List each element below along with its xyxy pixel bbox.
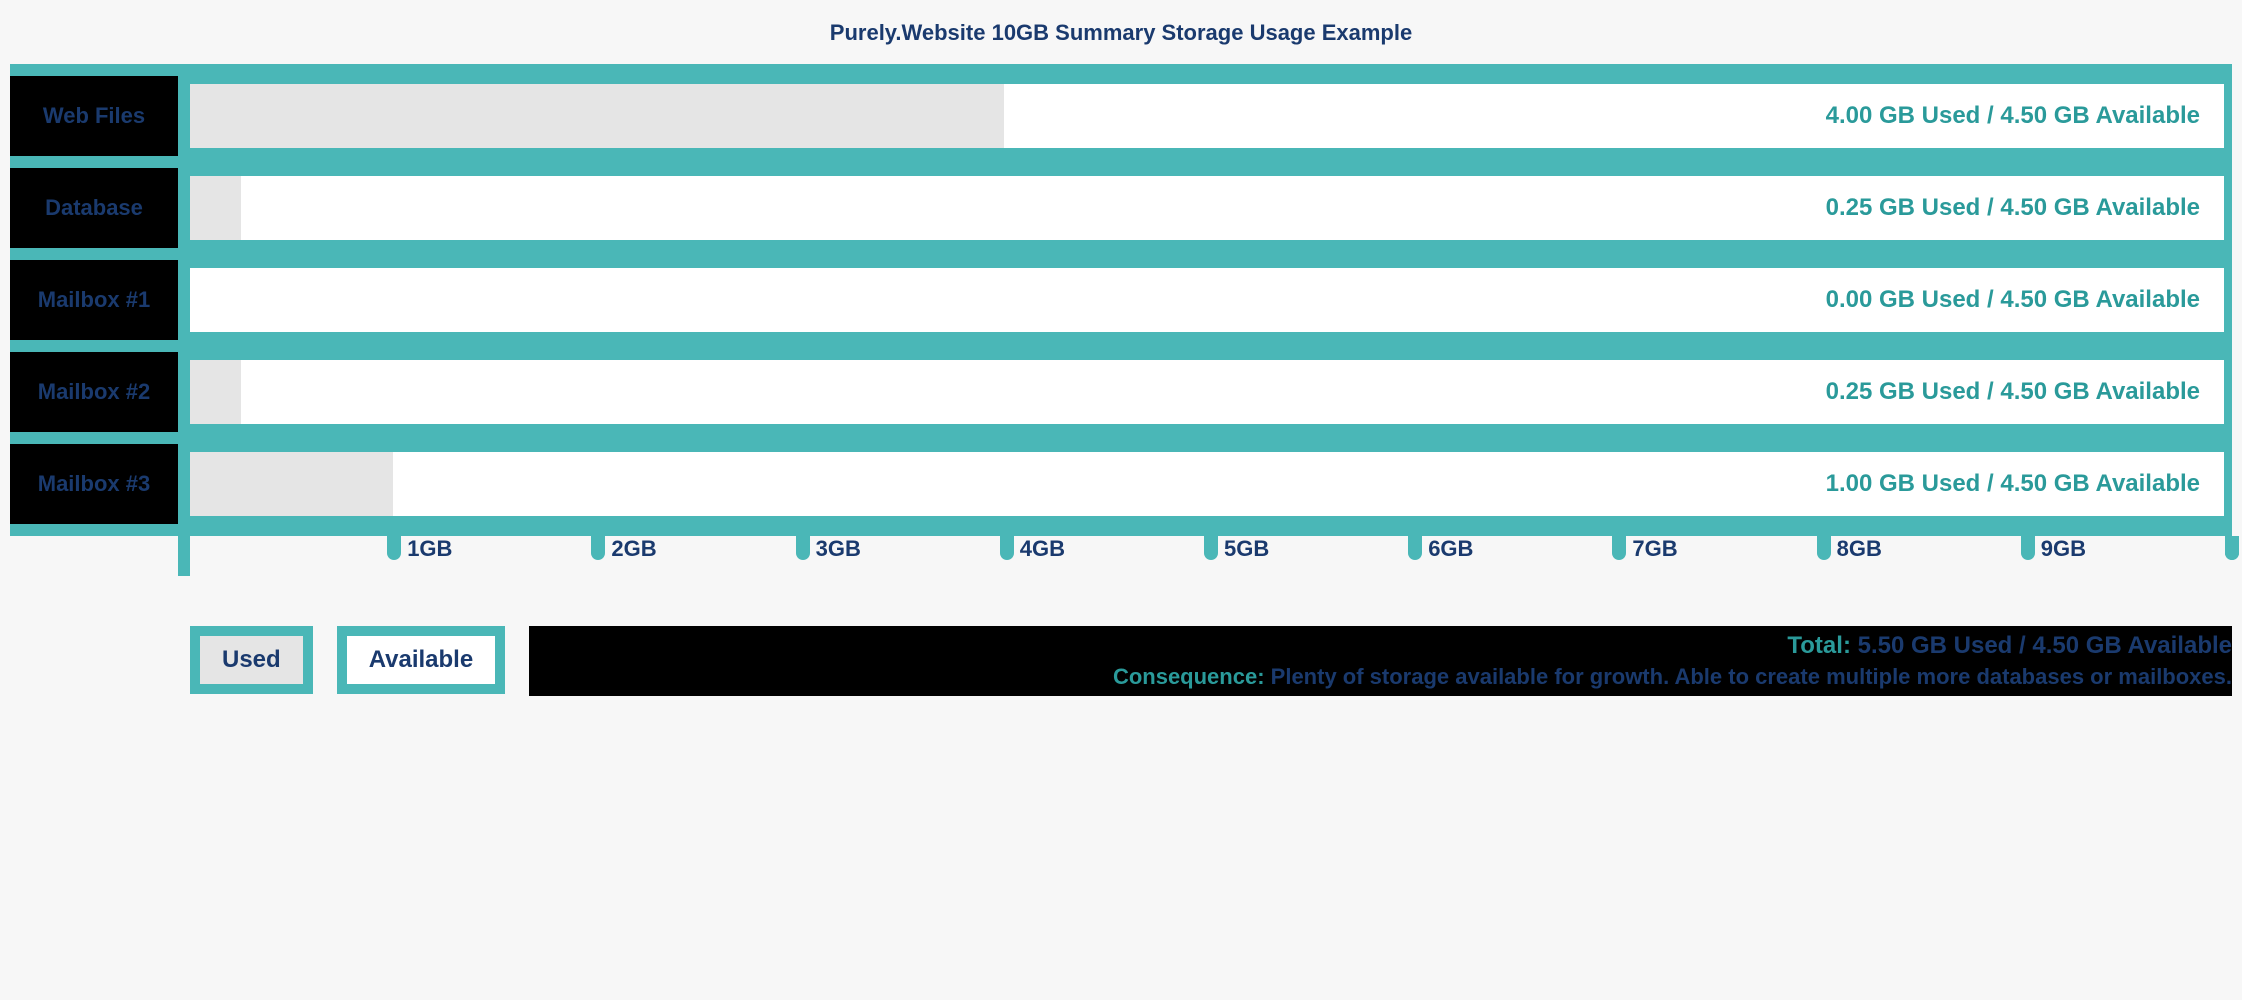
bar-fill-used bbox=[190, 360, 241, 424]
row-bar: 0.00 GB Used / 4.50 GB Available bbox=[190, 260, 2232, 340]
storage-chart: Purely.Website 10GB Summary Storage Usag… bbox=[10, 20, 2232, 696]
bar-fill-used bbox=[190, 176, 241, 240]
bar-fill-used bbox=[190, 452, 393, 516]
tick-mark bbox=[2225, 536, 2239, 560]
row-bar: 1.00 GB Used / 4.50 GB Available bbox=[190, 444, 2232, 524]
axis-tick: 5GB bbox=[1204, 536, 1218, 560]
axis-tick: 3GB bbox=[796, 536, 810, 560]
tick-label: 9GB bbox=[2041, 536, 2086, 562]
row-bar: 0.25 GB Used / 4.50 GB Available bbox=[190, 352, 2232, 432]
bar-value-text: 0.25 GB Used / 4.50 GB Available bbox=[1826, 194, 2200, 222]
x-axis: 1GB2GB3GB4GB5GB6GB7GB8GB9GB10GB bbox=[10, 524, 2232, 576]
total-key: Total: bbox=[1787, 632, 1851, 659]
bar-value-text: 4.00 GB Used / 4.50 GB Available bbox=[1826, 102, 2200, 130]
axis-spacer bbox=[10, 536, 190, 576]
tick-mark bbox=[387, 536, 401, 560]
legend-row: Used Available Total: 5.50 GB Used / 4.5… bbox=[10, 626, 2232, 696]
chart-row: Mailbox #2 0.25 GB Used / 4.50 GB Availab… bbox=[10, 340, 2232, 432]
axis-tick: 1GB bbox=[387, 536, 401, 560]
chart-title: Purely.Website 10GB Summary Storage Usag… bbox=[10, 20, 2232, 46]
row-bar: 4.00 GB Used / 4.50 GB Available bbox=[190, 76, 2232, 156]
tick-mark bbox=[1000, 536, 1014, 560]
axis-tick: 9GB bbox=[2021, 536, 2035, 560]
tick-label: 5GB bbox=[1224, 536, 1269, 562]
tick-label: 7GB bbox=[1632, 536, 1677, 562]
tick-label: 3GB bbox=[816, 536, 861, 562]
tick-mark bbox=[1612, 536, 1626, 560]
row-label: Web Files bbox=[10, 76, 190, 156]
consequence-value: Plenty of storage available for growth. … bbox=[1271, 664, 2232, 689]
total-value: 5.50 GB Used / 4.50 GB Available bbox=[1858, 632, 2232, 659]
chart-row: Database 0.25 GB Used / 4.50 GB Available bbox=[10, 156, 2232, 248]
tick-mark bbox=[2021, 536, 2035, 560]
row-label: Mailbox #2 bbox=[10, 352, 190, 432]
bar-value-text: 0.25 GB Used / 4.50 GB Available bbox=[1826, 378, 2200, 406]
tick-label: 8GB bbox=[1837, 536, 1882, 562]
summary-block: Total: 5.50 GB Used / 4.50 GB Available … bbox=[529, 626, 2232, 696]
tick-label: 2GB bbox=[611, 536, 656, 562]
tick-label: 6GB bbox=[1428, 536, 1473, 562]
plot-area: Web Files 4.00 GB Used / 4.50 GB Availabl… bbox=[10, 64, 2232, 576]
row-label: Mailbox #3 bbox=[10, 444, 190, 524]
axis-tick: 8GB bbox=[1817, 536, 1831, 560]
consequence-key: Consequence: bbox=[1113, 664, 1265, 689]
row-label: Database bbox=[10, 168, 190, 248]
axis-tick: 2GB bbox=[591, 536, 605, 560]
row-bar: 0.25 GB Used / 4.50 GB Available bbox=[190, 168, 2232, 248]
bar-fill-used bbox=[190, 84, 1004, 148]
tick-mark bbox=[1817, 536, 1831, 560]
chart-row: Mailbox #1 0.00 GB Used / 4.50 GB Availab… bbox=[10, 248, 2232, 340]
legend-used: Used bbox=[190, 626, 313, 694]
axis-ticks: 1GB2GB3GB4GB5GB6GB7GB8GB9GB10GB bbox=[190, 536, 2232, 576]
row-label: Mailbox #1 bbox=[10, 260, 190, 340]
legend-available: Available bbox=[337, 626, 506, 694]
axis-end-cap bbox=[2225, 536, 2239, 560]
bar-value-text: 1.00 GB Used / 4.50 GB Available bbox=[1826, 470, 2200, 498]
axis-tick: 7GB bbox=[1612, 536, 1626, 560]
tick-label: 1GB bbox=[407, 536, 452, 562]
bar-value-text: 0.00 GB Used / 4.50 GB Available bbox=[1826, 286, 2200, 314]
axis-tick: 4GB bbox=[1000, 536, 1014, 560]
tick-label: 4GB bbox=[1020, 536, 1065, 562]
chart-row: Web Files 4.00 GB Used / 4.50 GB Availabl… bbox=[10, 64, 2232, 156]
tick-mark bbox=[1204, 536, 1218, 560]
tick-mark bbox=[1408, 536, 1422, 560]
tick-mark bbox=[591, 536, 605, 560]
chart-row: Mailbox #3 1.00 GB Used / 4.50 GB Availab… bbox=[10, 432, 2232, 524]
axis-tick: 6GB bbox=[1408, 536, 1422, 560]
tick-mark bbox=[796, 536, 810, 560]
